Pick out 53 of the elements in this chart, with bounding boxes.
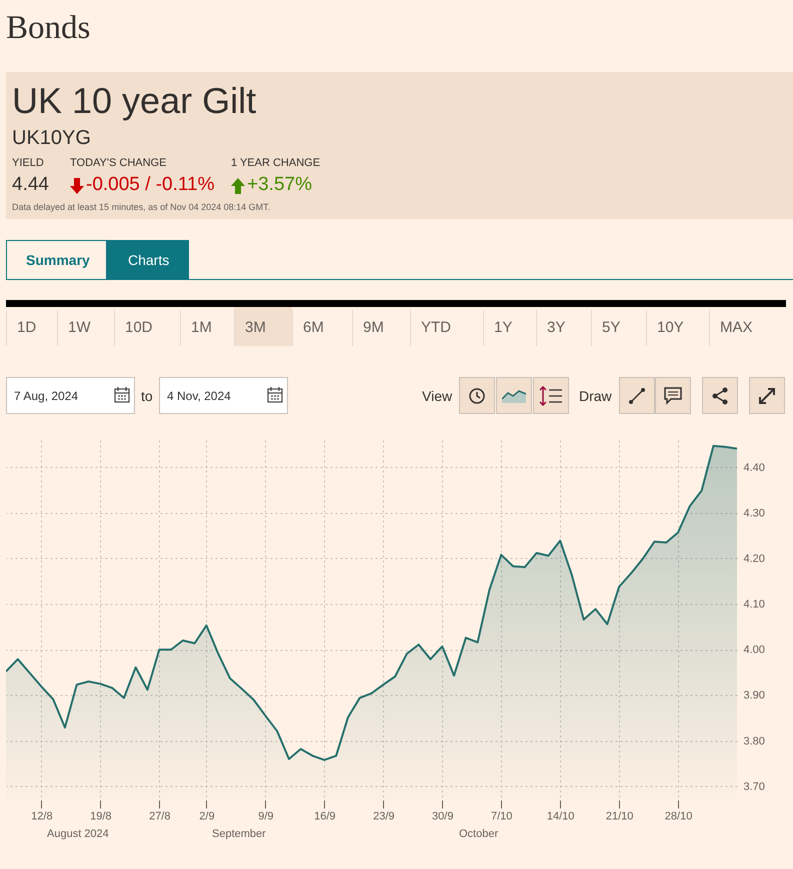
y-tick-label: 3.90 [744, 690, 765, 702]
x-tick-label: 12/8 [31, 810, 53, 822]
y-tick-label: 3.70 [744, 780, 765, 793]
text: 10Y [646, 310, 709, 346]
text: +3.57% [247, 174, 312, 196]
text: YTD [410, 310, 483, 346]
text: 7 Aug, 2024 [14, 389, 78, 403]
text: Bonds [6, 10, 90, 47]
text: 3M [234, 310, 292, 346]
y-tick-label: 4.20 [744, 552, 765, 565]
x-tick-label: 28/10 [664, 810, 692, 822]
x-tick-label: 27/8 [149, 810, 170, 822]
text: Draw [579, 388, 612, 404]
text: 4.44 [12, 174, 49, 196]
x-tick-label: 9/9 [258, 810, 274, 822]
text: 4 Nov, 2024 [167, 389, 231, 403]
text: September [212, 828, 266, 840]
x-tick-label: 19/8 [90, 810, 112, 822]
text: 1M [180, 310, 234, 346]
x-tick-label: 14/10 [546, 810, 574, 822]
text: 6M [292, 310, 352, 346]
text: 1Y [483, 310, 536, 346]
x-tick-label: 30/9 [432, 810, 454, 822]
text: -0.005 / -0.11% [86, 174, 215, 196]
text: 1 YEAR CHANGE [231, 157, 320, 169]
text: 5Y [591, 310, 646, 346]
text: Charts [128, 252, 170, 268]
y-tick-label: 4.40 [744, 462, 765, 474]
text: to [141, 388, 153, 404]
chart-subtitle: UK10YG [12, 127, 91, 150]
x-tick-label: 23/9 [373, 810, 394, 822]
text: MAX [709, 310, 786, 346]
text: Summary [26, 252, 90, 268]
y-tick-label: 4.00 [744, 644, 765, 656]
x-tick-label: 2/9 [199, 810, 215, 822]
text: 10D [114, 310, 180, 346]
text: YIELD [12, 157, 44, 169]
text: Data delayed at least 15 minutes, as of Nov 04 2024 08:14 GMT. [12, 202, 270, 212]
text: 1W [57, 310, 114, 346]
x-tick-label: 16/9 [314, 810, 336, 822]
y-tick-label: 3.80 [744, 735, 765, 748]
text: October [459, 828, 498, 840]
text: TODAY'S CHANGE [70, 157, 166, 169]
y-tick-label: 4.30 [744, 507, 765, 520]
x-tick-label: 21/10 [606, 810, 634, 822]
y-tick-label: 4.10 [744, 598, 765, 611]
text: 3Y [536, 310, 591, 346]
chart-title: UK 10 year Gilt [12, 80, 256, 122]
x-tick-label: 7/10 [490, 810, 512, 822]
text: View [422, 388, 452, 404]
text: August 2024 [47, 828, 109, 840]
text: 9M [352, 310, 410, 346]
text: 1D [6, 310, 57, 346]
